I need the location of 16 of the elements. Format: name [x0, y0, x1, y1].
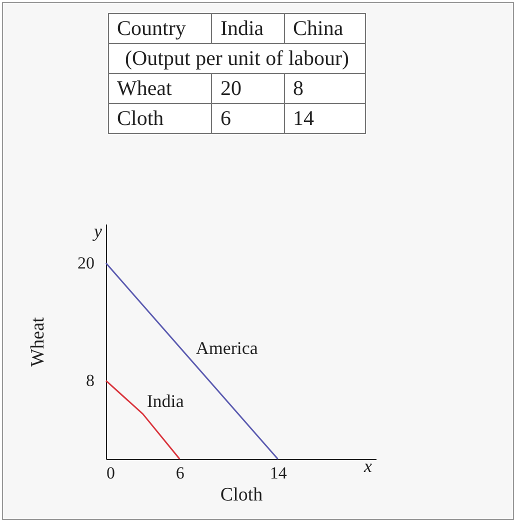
x-tick-label: 6: [176, 464, 184, 482]
y-axis-title: Wheat: [28, 316, 48, 367]
x-tick-label: China: [284, 14, 366, 44]
series-label: India: [146, 390, 184, 411]
text: y: [92, 221, 102, 241]
x-tick-label: 14: [270, 464, 288, 482]
data-label: 6: [212, 104, 284, 134]
chart-subtitle: (Output per unit of labour): [108, 44, 366, 74]
annotation: x: [363, 456, 372, 476]
x-axis-title: Cloth: [220, 484, 264, 506]
x-tick-label: 0: [106, 464, 115, 482]
data-label: 14: [284, 104, 366, 134]
y-axis-title: Country: [108, 14, 212, 44]
series-label: America: [196, 338, 258, 358]
data-label: 20: [212, 74, 284, 104]
data-label: 8: [284, 74, 366, 104]
